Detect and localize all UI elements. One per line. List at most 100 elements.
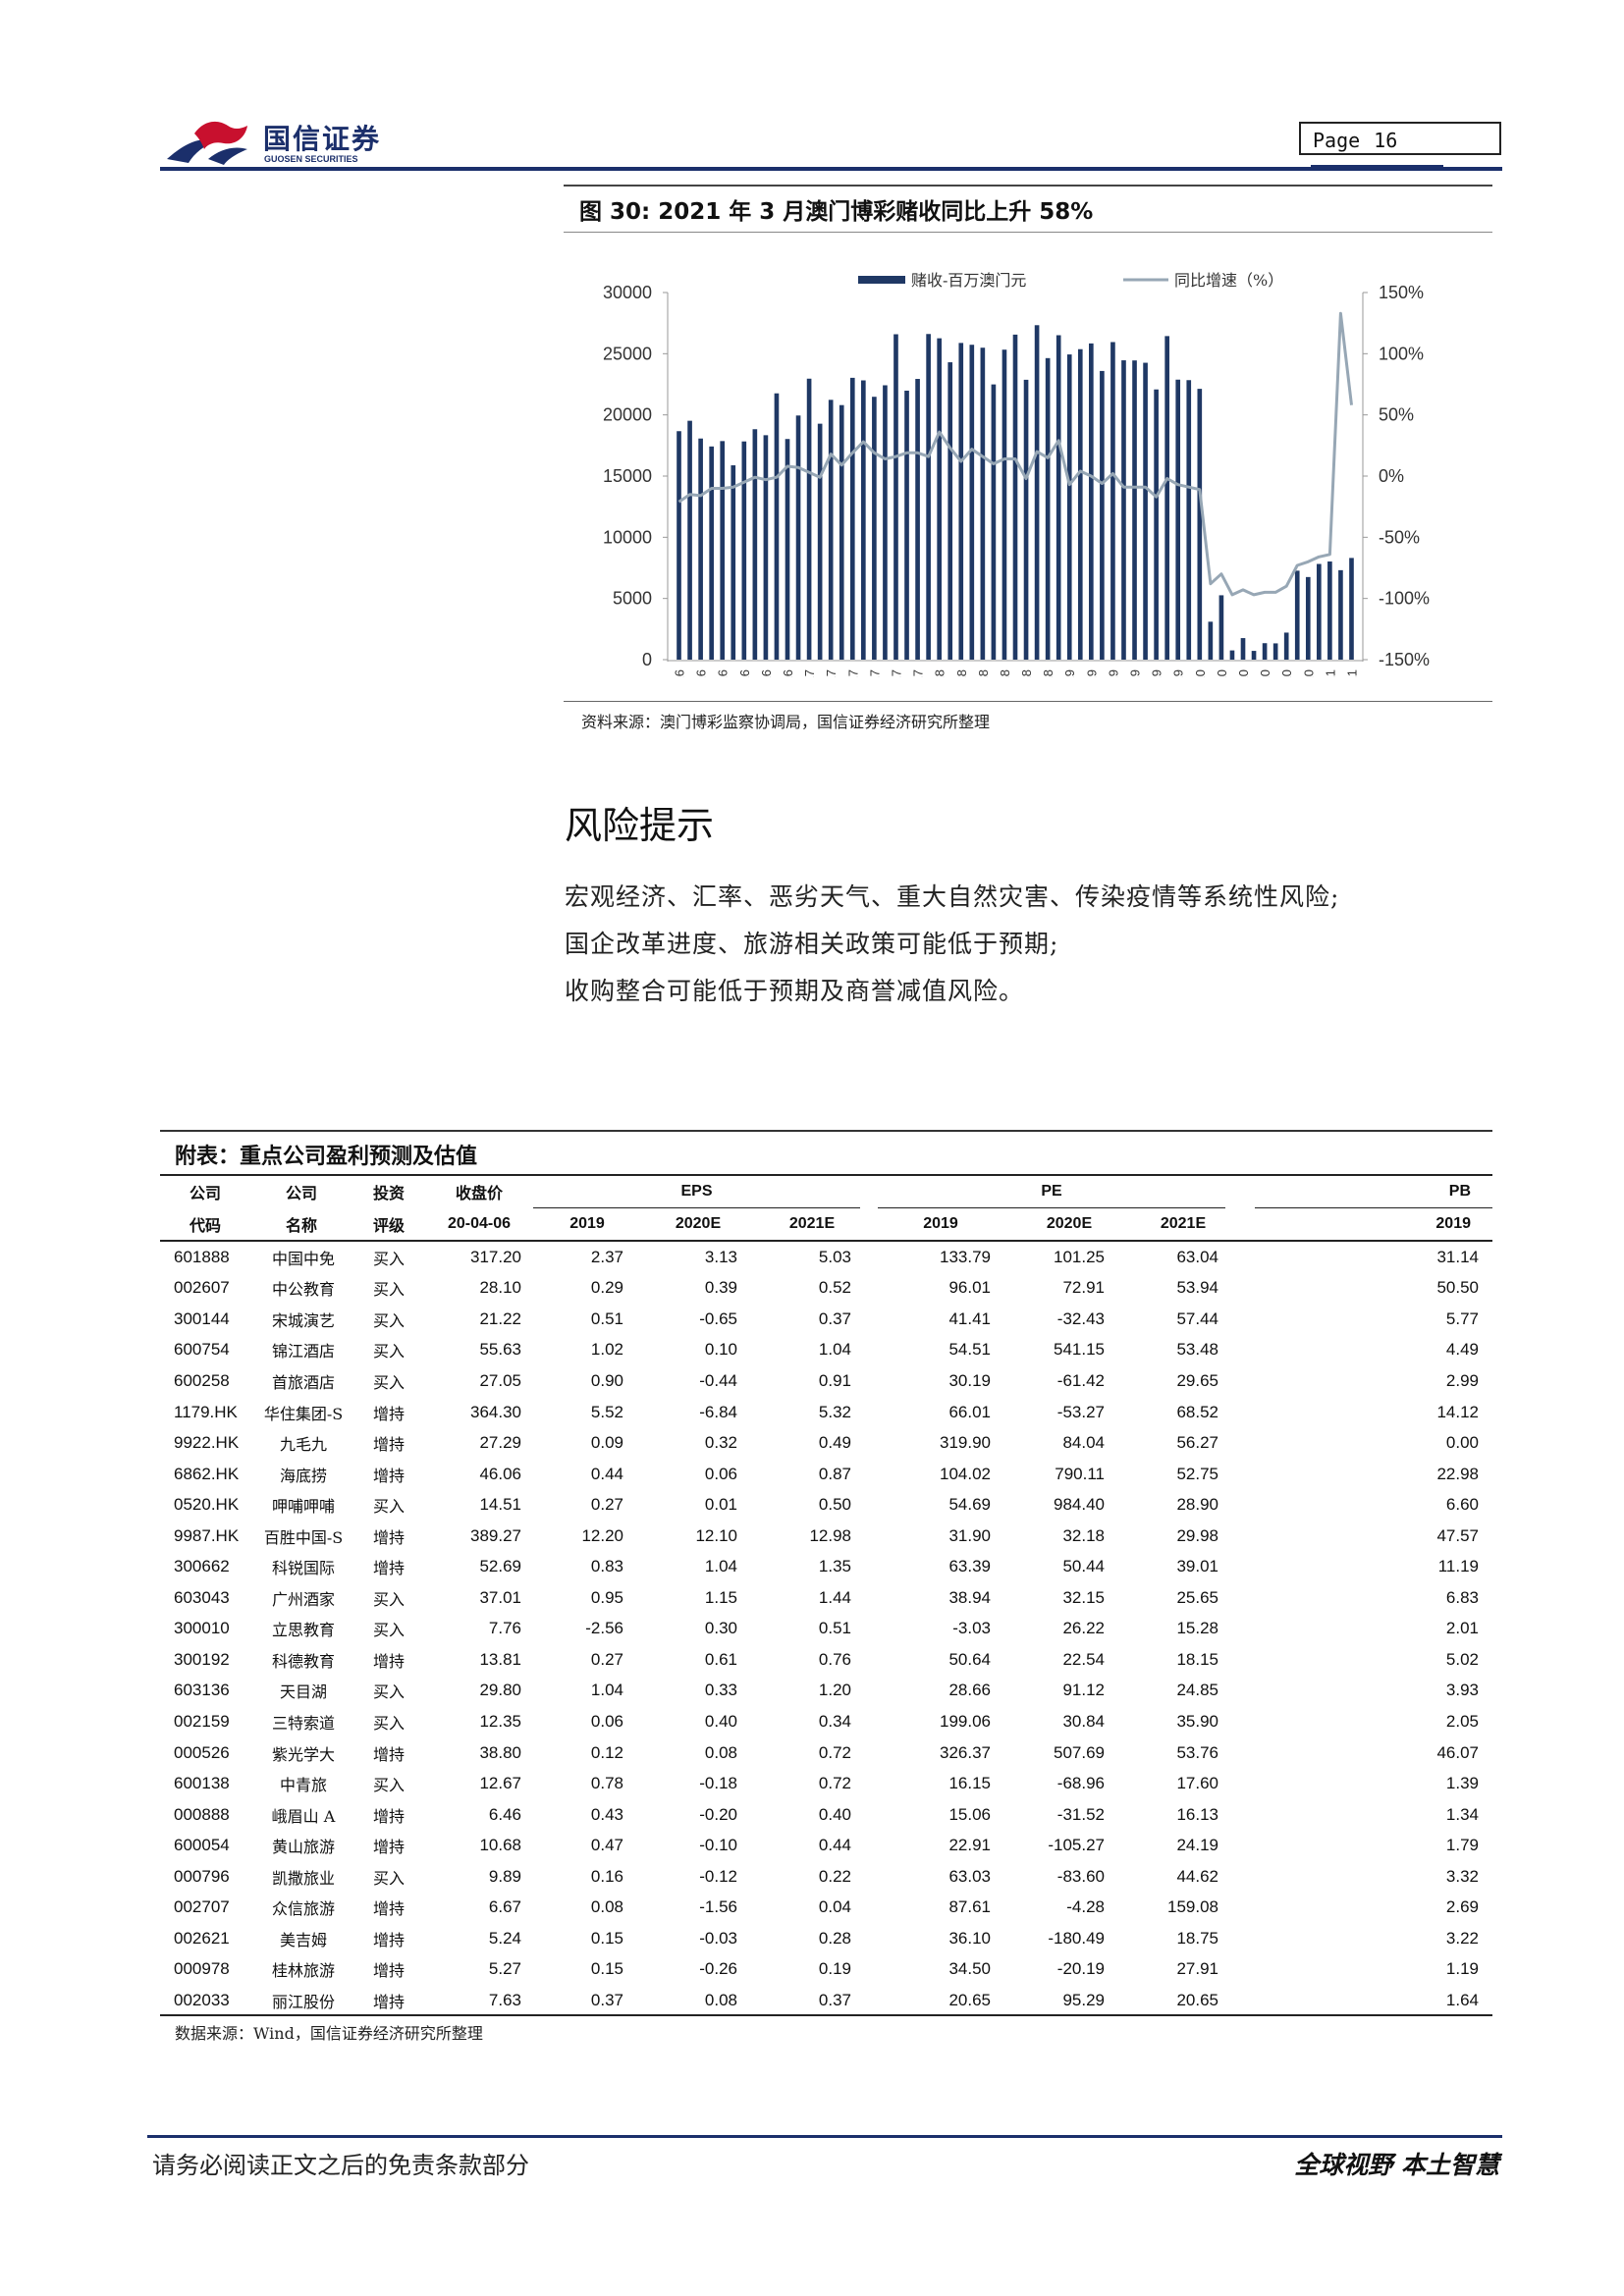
pe-2021e: 25.65 [1176, 1587, 1218, 1607]
company-name: 华住集团-S [263, 1404, 344, 1423]
close-price: 389.27 [470, 1525, 521, 1545]
stock-code: 600754 [174, 1340, 230, 1360]
y-tick-label: 25000 [603, 344, 652, 363]
pe-2019: 54.51 [948, 1340, 991, 1360]
revenue-bar [893, 334, 898, 660]
eps-2020e: -0.20 [699, 1804, 737, 1824]
y-tick-label: 5000 [613, 589, 652, 609]
pe-2021e: 20.65 [1176, 1990, 1218, 2009]
pe-2020e: 541.15 [1054, 1340, 1105, 1360]
close-price: 55.63 [479, 1340, 521, 1360]
legend-bar-label: 赌收-百万澳门元 [911, 271, 1026, 290]
pb-2019: 1.64 [1445, 1990, 1479, 2009]
pe-2019: 87.61 [948, 1897, 991, 1917]
x-tick-label: M-19 [1084, 669, 1099, 677]
stock-code: 002159 [174, 1711, 230, 1731]
pe-2019: 54.69 [948, 1495, 991, 1515]
company-name: 立思教育 [271, 1621, 335, 1640]
eps-2021e: 0.76 [818, 1649, 851, 1669]
revenue-bar [698, 438, 703, 660]
eps-2021e: 0.72 [818, 1774, 851, 1793]
x-tick-label: M-17 [845, 669, 860, 677]
risk-line: 国企改革进度、旅游相关政策可能低于预期; [565, 930, 1059, 958]
pe-2019: 63.39 [948, 1557, 991, 1576]
figure-title-rule [564, 232, 1492, 233]
revenue-bar [1012, 334, 1018, 660]
y-tick-label: 15000 [603, 466, 652, 486]
close-price: 46.06 [479, 1464, 521, 1483]
revenue-bar [883, 385, 888, 660]
y-tick-label: 20000 [603, 405, 652, 425]
x-tick-label: M-21 [1344, 669, 1359, 677]
rating: 增持 [372, 1961, 405, 1981]
revenue-bars [677, 325, 1354, 660]
revenue-bar [741, 441, 747, 660]
pe-2019: 133.79 [940, 1247, 991, 1266]
eps-2021e: 1.44 [818, 1587, 851, 1607]
eps-2020e: 0.39 [704, 1278, 737, 1298]
stock-code: 000796 [174, 1866, 230, 1886]
revenue-bar [915, 379, 920, 660]
pe-2019: 36.10 [948, 1928, 991, 1948]
stock-code: 600138 [174, 1774, 230, 1793]
pb-2019: 14.12 [1436, 1402, 1479, 1421]
close-price: 12.67 [479, 1774, 521, 1793]
company-name: 中国中免 [271, 1249, 335, 1268]
pb-2019: 22.98 [1436, 1464, 1479, 1483]
eps-2020e: 3.13 [704, 1247, 737, 1266]
rating: 增持 [372, 1435, 405, 1455]
eps-2019: 1.04 [590, 1681, 623, 1700]
header-rating-2: 评级 [352, 1207, 425, 1242]
stock-code: 6862.HK [174, 1464, 240, 1483]
eps-2021e: 0.72 [818, 1742, 851, 1762]
revenue-bar [1045, 357, 1051, 660]
rating: 买入 [372, 1280, 405, 1300]
pe-2020e: 22.54 [1062, 1649, 1105, 1669]
x-axis: J-16 M-16 M-16 J-16 S-16 N-16 J-17 M-17 M-17 J-17… [668, 660, 1363, 677]
eps-2019: 0.78 [590, 1774, 623, 1793]
pe-2021e: 29.65 [1176, 1370, 1218, 1390]
pe-2021e: 44.62 [1176, 1866, 1218, 1886]
table-title: 附表：重点公司盈利预测及估值 [175, 1144, 478, 1169]
macau-gaming-revenue-chart: 赌收-百万澳门元 同比增速（%） 30000 25000 20000 15000 1000… [603, 271, 1430, 677]
revenue-bar [1100, 370, 1105, 660]
revenue-bar [709, 446, 714, 660]
eps-2019: 0.43 [590, 1804, 623, 1824]
eps-2020e: 0.40 [704, 1711, 737, 1731]
rating: 买入 [372, 1682, 405, 1702]
table-row: 300662 科锐国际 增持 52.69 0.83 1.04 1.35 63.39 50.44 3… [160, 1551, 1492, 1582]
eps-2021e: 1.20 [818, 1681, 851, 1700]
x-tick-label: J-16 [673, 669, 687, 677]
eps-2020e: -0.44 [699, 1370, 737, 1390]
pe-2020e: 50.44 [1062, 1557, 1105, 1576]
pe-2019: 326.37 [940, 1742, 991, 1762]
stock-code: 000888 [174, 1804, 230, 1824]
rating: 买入 [372, 1776, 405, 1795]
revenue-bar [969, 345, 975, 660]
revenue-bar [1056, 335, 1061, 660]
company-name: 丽江股份 [271, 1992, 335, 2011]
eps-2021e: 0.49 [818, 1433, 851, 1453]
pe-2021e: 63.04 [1176, 1247, 1218, 1266]
pe-2019: 50.64 [948, 1649, 991, 1669]
x-tick-label: J-17 [802, 669, 817, 677]
header-eps: EPS [533, 1176, 869, 1208]
x-tick-label: M-19 [1106, 669, 1120, 677]
pe-2021e: 39.01 [1176, 1557, 1218, 1576]
company-name: 首旅酒店 [271, 1372, 335, 1392]
eps-2020e: 0.33 [704, 1681, 737, 1700]
pe-2020e: 984.40 [1054, 1495, 1105, 1515]
table-source: 数据来源：Wind，国信证券经济研究所整理 [175, 2024, 483, 2043]
pe-2021e: 53.94 [1176, 1278, 1218, 1298]
eps-2021e: 0.04 [818, 1897, 851, 1917]
pe-2019: 20.65 [948, 1990, 991, 2009]
rating: 增持 [372, 1930, 405, 1949]
revenue-bar [1349, 558, 1354, 660]
eps-2020e: 1.04 [704, 1557, 737, 1576]
company-name: 桂林旅游 [271, 1961, 335, 1981]
y-axis-right: 150% 100% 50% 0% -50% -100% -150% [1362, 283, 1430, 669]
pe-2019: 34.50 [948, 1959, 991, 1979]
eps-2021e: 0.28 [818, 1928, 851, 1948]
x-tick-label: J-17 [867, 669, 882, 677]
pb-2019: 1.39 [1445, 1774, 1479, 1793]
